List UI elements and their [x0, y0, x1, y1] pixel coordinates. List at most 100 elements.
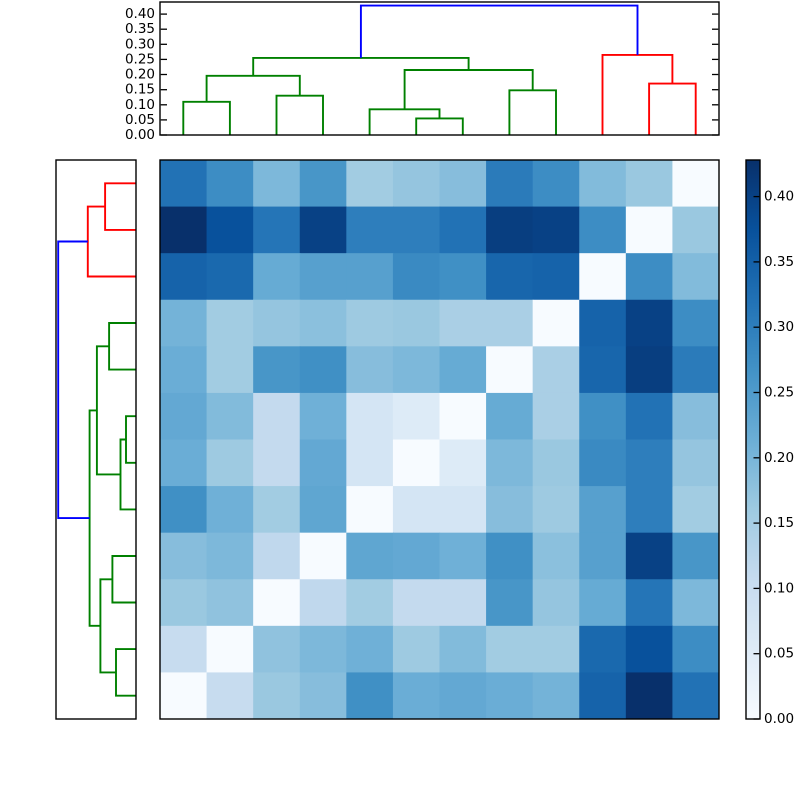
heatmap-cell	[160, 579, 208, 627]
heatmap-cell	[625, 392, 674, 441]
heatmap-cell	[439, 625, 487, 674]
heatmap-cell	[625, 625, 674, 674]
heatmap-cell	[346, 206, 394, 254]
heatmap-cell	[206, 299, 254, 348]
heatmap-cell	[206, 253, 254, 301]
heatmap-cell	[160, 160, 208, 208]
heatmap-cell	[206, 392, 254, 441]
heatmap-cell	[392, 253, 441, 301]
heatmap-cell	[672, 579, 719, 627]
heatmap-cell	[160, 672, 208, 719]
colorbar-tick-label: 0.35	[764, 254, 794, 270]
heatmap-cell	[486, 486, 534, 534]
heatmap-cell	[579, 299, 627, 348]
heatmap-cell	[439, 392, 487, 441]
heatmap-cell	[672, 532, 719, 580]
heatmap-cell	[160, 299, 208, 348]
heatmap-cell	[532, 625, 580, 674]
heatmap-cell	[160, 625, 208, 674]
heatmap-cell	[532, 439, 580, 487]
heatmap-cell	[532, 532, 580, 580]
heatmap-cell	[486, 672, 534, 719]
heatmap-cell	[160, 206, 208, 254]
heatmap-cell	[160, 532, 208, 580]
dendrogram-link	[275, 94, 324, 135]
heatmap-cell	[392, 439, 441, 487]
dendrogram-link	[125, 415, 136, 464]
dendrogram-link	[368, 108, 441, 135]
heatmap-cell	[206, 532, 254, 580]
heatmap-cell	[346, 486, 394, 534]
dendrogram-link	[601, 53, 674, 135]
heatmap-cell	[672, 253, 719, 301]
heatmap-cell	[392, 486, 441, 534]
heatmap-cell	[206, 160, 254, 208]
heatmap-cell	[579, 625, 627, 674]
dendrogram-link	[88, 409, 101, 627]
heatmap-cell	[392, 579, 441, 627]
heatmap	[160, 160, 719, 719]
heatmap-cell	[532, 486, 580, 534]
heatmap-cell	[206, 625, 254, 674]
dendrogram-link	[359, 4, 639, 58]
heatmap-cell	[346, 625, 394, 674]
heatmap-cell	[439, 672, 487, 719]
heatmap-cell	[392, 625, 441, 674]
heatmap-cell	[439, 579, 487, 627]
heatmap-cell	[346, 439, 394, 487]
heatmap-cell	[625, 439, 674, 487]
heatmap-cell	[579, 392, 627, 441]
heatmap-cell	[579, 486, 627, 534]
heatmap-cell	[253, 486, 301, 534]
axis-tick-label: 0.00	[125, 127, 155, 143]
dendrogram-link	[115, 648, 136, 697]
axis-tick-label: 0.15	[125, 82, 155, 98]
heatmap-cell	[486, 532, 534, 580]
heatmap-cell	[253, 672, 301, 719]
heatmap-cell	[206, 346, 254, 394]
heatmap-frame	[159, 159, 720, 720]
heatmap-cell	[253, 299, 301, 348]
dendrogram-link	[508, 89, 557, 135]
heatmap-cell	[346, 579, 394, 627]
heatmap-cell	[625, 346, 674, 394]
axis-tick-label: 0.30	[125, 36, 155, 52]
heatmap-cell	[253, 346, 301, 394]
heatmap-cell	[299, 486, 348, 534]
dendrogram-link	[415, 117, 464, 135]
heatmap-cell	[392, 392, 441, 441]
colorbar-gradient	[746, 160, 760, 719]
dendrogram-link	[104, 182, 136, 231]
colorbar-tick-label: 0.20	[764, 450, 794, 466]
heatmap-cell	[299, 672, 348, 719]
heatmap-cell	[346, 160, 394, 208]
heatmap-cell	[579, 532, 627, 580]
heatmap-cell	[486, 160, 534, 208]
dendrogram-link	[182, 100, 231, 135]
heatmap-cell	[579, 579, 627, 627]
heatmap-cell	[579, 253, 627, 301]
heatmap-cell	[346, 253, 394, 301]
heatmap-cell	[253, 392, 301, 441]
dendrogram-link	[252, 56, 470, 76]
heatmap-cell	[579, 346, 627, 394]
heatmap-cell	[253, 160, 301, 208]
heatmap-cell	[253, 625, 301, 674]
heatmap-cell	[439, 299, 487, 348]
axis-tick-label: 0.35	[125, 21, 155, 37]
heatmap-cell	[672, 672, 719, 719]
heatmap-cell	[160, 392, 208, 441]
heatmap-cell	[160, 439, 208, 487]
heatmap-cell	[625, 672, 674, 719]
heatmap-cell	[160, 346, 208, 394]
heatmap-cell	[346, 532, 394, 580]
heatmap-cell	[625, 486, 674, 534]
left-dendrogram	[57, 182, 136, 697]
heatmap-cell	[253, 439, 301, 487]
heatmap-cell	[206, 672, 254, 719]
heatmap-cell	[392, 206, 441, 254]
heatmap-cell	[206, 579, 254, 627]
heatmap-cell	[579, 160, 627, 208]
heatmap-cell	[299, 625, 348, 674]
